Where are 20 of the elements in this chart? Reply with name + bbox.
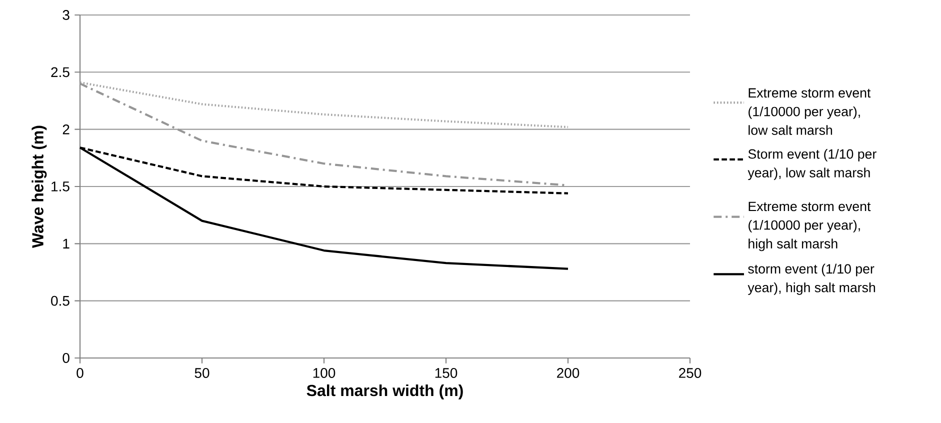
- legend-label: Extreme storm event (1/10000 per year), low salt marsh: [748, 88, 871, 135]
- x-axis-title: Salt marsh width (m): [306, 384, 463, 400]
- x-tick-label: 50: [194, 368, 210, 378]
- x-tick-label: 200: [557, 368, 580, 378]
- x-tick-label: 100: [313, 368, 336, 378]
- legend-label: storm event (1/10 per year), high salt marsh: [748, 264, 876, 295]
- legend-label: Storm event (1/10 per year), low salt marsh: [748, 148, 876, 180]
- legend-label: Extreme storm event (1/10000 per year), high salt marsh: [748, 202, 871, 252]
- y-tick-label: 1.5: [52, 182, 70, 192]
- x-tick-label: 150: [435, 368, 458, 378]
- y-tick-label: 0: [62, 353, 70, 363]
- y-tick-label: 0.5: [51, 296, 70, 306]
- y-axis-title: Wave height (m): [32, 126, 47, 248]
- y-tick-label: 1: [63, 238, 70, 248]
- y-tick-label: 2: [62, 124, 70, 134]
- x-tick-label: 0: [76, 368, 84, 378]
- line-series: [78, 81, 570, 128]
- x-tick-label: 250: [679, 368, 702, 378]
- y-tick-label: 2.5: [51, 67, 70, 78]
- y-tick-label: 3: [62, 10, 70, 20]
